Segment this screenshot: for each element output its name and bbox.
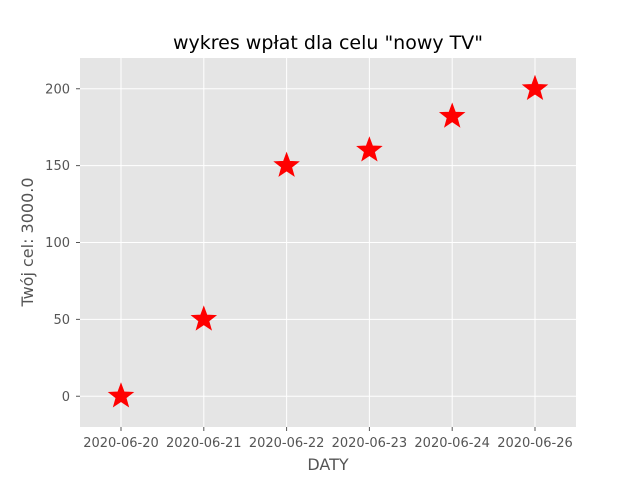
x-axis-label: DATY (307, 455, 349, 474)
star-marker (356, 136, 383, 162)
y-axis-label: Twój cel: 3000.0 (18, 177, 37, 307)
x-tick-label: 2020-06-24 (414, 436, 490, 451)
grid (80, 58, 576, 427)
star-marker (190, 305, 218, 331)
chart-title: wykres wpłat dla celu "nowy TV" (173, 32, 483, 54)
y-tick-label: 0 (62, 390, 70, 405)
x-tick-label: 2020-06-22 (249, 436, 325, 451)
y-tick-label: 100 (45, 236, 70, 251)
star-marker (107, 382, 135, 408)
ticks: 2020-06-20 2020-06-21 2020-06-22 2020-06-23… (45, 82, 573, 451)
x-tick-label: 2020-06-20 (83, 436, 159, 451)
x-tick-label: 2020-06-26 (497, 436, 573, 451)
data-points (107, 74, 549, 408)
star-marker (521, 74, 549, 101)
x-tick-label: 2020-06-21 (166, 436, 242, 451)
star-marker (438, 102, 466, 128)
star-marker (273, 151, 300, 177)
y-tick-label: 150 (45, 159, 70, 174)
x-tick-label: 2020-06-23 (332, 436, 408, 451)
y-tick-label: 200 (45, 82, 70, 97)
y-tick-label: 50 (53, 313, 70, 328)
